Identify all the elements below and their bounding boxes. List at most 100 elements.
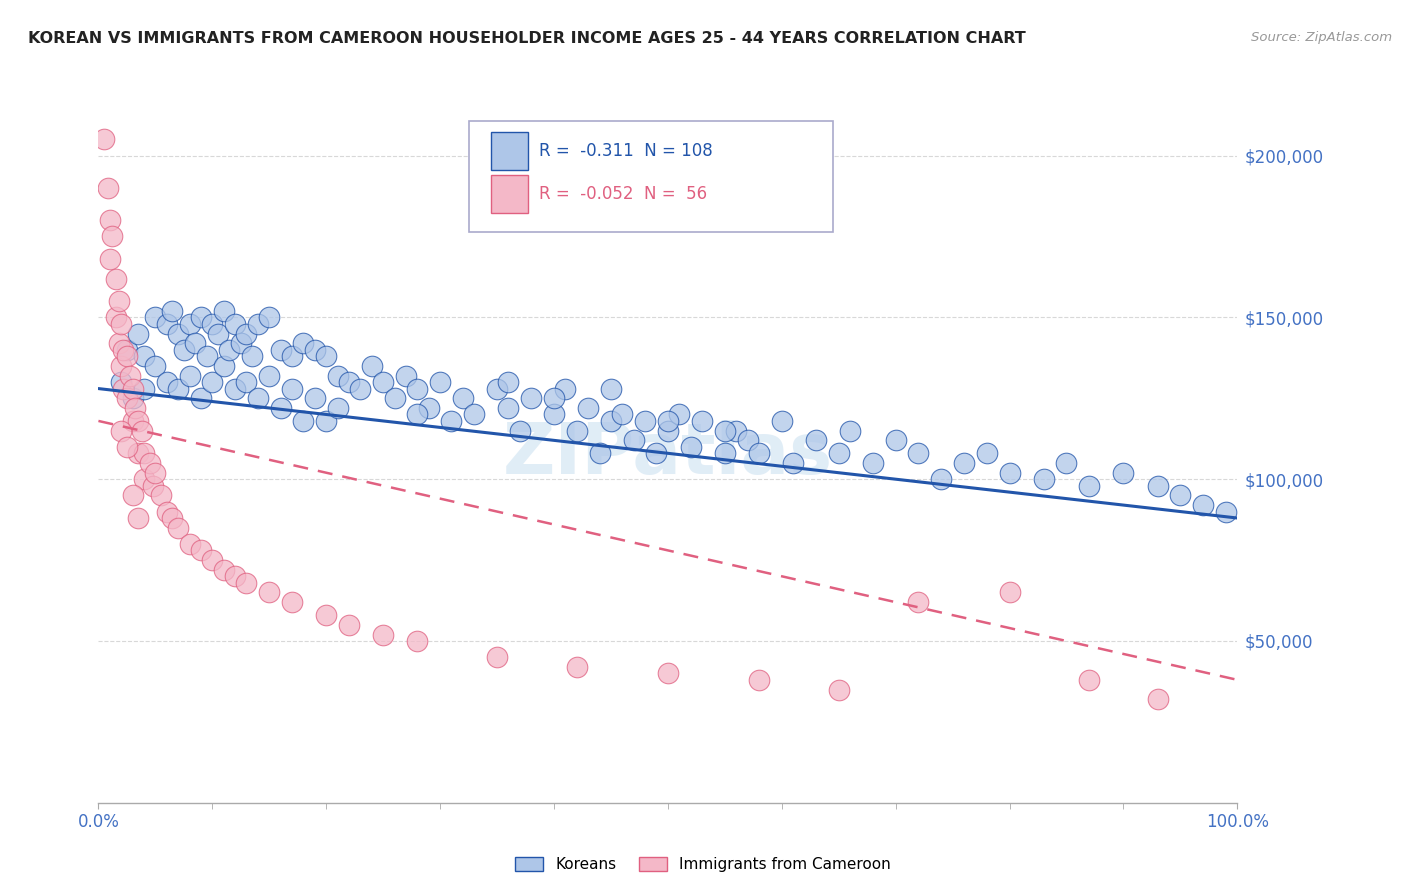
Point — [623, 434, 645, 448]
Point — [235, 575, 257, 590]
Point — [104, 310, 127, 325]
Text: Source: ZipAtlas.com: Source: ZipAtlas.com — [1251, 31, 1392, 45]
Point — [235, 326, 257, 341]
Point — [657, 414, 679, 428]
Point — [156, 375, 179, 389]
Point — [304, 392, 326, 406]
Point — [406, 382, 429, 396]
Point — [292, 414, 315, 428]
Point — [179, 368, 201, 383]
Point — [190, 310, 212, 325]
Point — [235, 375, 257, 389]
Point — [543, 392, 565, 406]
Point — [110, 359, 132, 373]
Point — [862, 456, 884, 470]
Point — [201, 553, 224, 567]
Point — [509, 424, 531, 438]
Point — [907, 595, 929, 609]
Point — [121, 392, 143, 406]
Point — [418, 401, 440, 415]
Point — [315, 608, 337, 623]
Point — [110, 375, 132, 389]
Point — [668, 408, 690, 422]
Point — [212, 304, 235, 318]
Point — [201, 317, 224, 331]
Point — [145, 310, 167, 325]
Point — [121, 488, 143, 502]
Point — [281, 382, 304, 396]
Point — [138, 456, 160, 470]
Point — [224, 569, 246, 583]
Point — [690, 414, 713, 428]
Point — [679, 440, 702, 454]
Point — [907, 446, 929, 460]
Point — [1192, 498, 1215, 512]
Point — [429, 375, 451, 389]
Point — [156, 317, 179, 331]
Point — [145, 359, 167, 373]
Point — [212, 563, 235, 577]
Point — [173, 343, 195, 357]
Point — [714, 424, 737, 438]
Point — [998, 585, 1021, 599]
Point — [360, 359, 382, 373]
Point — [156, 504, 179, 518]
Point — [127, 511, 149, 525]
Point — [121, 382, 143, 396]
Point — [115, 392, 138, 406]
Point — [337, 375, 360, 389]
Point — [770, 414, 793, 428]
Point — [486, 382, 509, 396]
Point — [132, 472, 155, 486]
Point — [1078, 478, 1101, 492]
Point — [162, 304, 184, 318]
Point — [565, 424, 588, 438]
Point — [406, 408, 429, 422]
Point — [657, 666, 679, 681]
Point — [440, 414, 463, 428]
Point — [748, 673, 770, 687]
Point — [108, 294, 131, 309]
Point — [132, 446, 155, 460]
Point — [406, 634, 429, 648]
Point — [953, 456, 976, 470]
Point — [246, 317, 269, 331]
Point — [127, 326, 149, 341]
Point — [179, 537, 201, 551]
Point — [737, 434, 759, 448]
Point — [1146, 692, 1168, 706]
Text: R =  -0.311  N = 108: R = -0.311 N = 108 — [538, 142, 713, 160]
Point — [179, 317, 201, 331]
Point — [167, 382, 190, 396]
Point — [634, 414, 657, 428]
Point — [1170, 488, 1192, 502]
Point — [498, 401, 520, 415]
Point — [1054, 456, 1078, 470]
Point — [1146, 478, 1168, 492]
Point — [259, 310, 281, 325]
Point — [929, 472, 952, 486]
Point — [131, 424, 153, 438]
Point — [142, 478, 165, 492]
Point — [190, 543, 212, 558]
Point — [315, 414, 337, 428]
Point — [246, 392, 269, 406]
Point — [884, 434, 907, 448]
Point — [451, 392, 474, 406]
Point — [115, 349, 138, 363]
FancyBboxPatch shape — [468, 121, 832, 232]
Point — [326, 401, 349, 415]
Point — [600, 382, 623, 396]
Point — [259, 368, 281, 383]
Point — [463, 408, 485, 422]
FancyBboxPatch shape — [491, 175, 527, 213]
Point — [145, 466, 167, 480]
Point — [98, 252, 121, 267]
Point — [337, 617, 360, 632]
Point — [828, 446, 851, 460]
Point — [127, 414, 149, 428]
Point — [565, 660, 588, 674]
Point — [384, 392, 406, 406]
Point — [782, 456, 804, 470]
Point — [150, 488, 173, 502]
